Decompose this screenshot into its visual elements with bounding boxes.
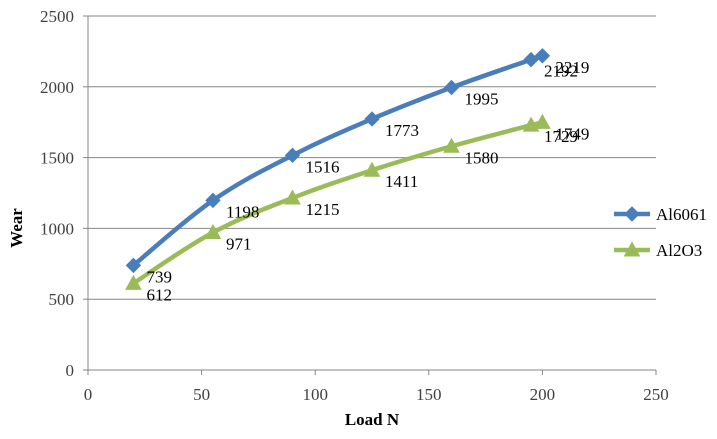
legend-label: Al2O3 [656, 241, 702, 260]
y-axis-title: Wear [7, 208, 26, 248]
x-tick-label: 100 [302, 385, 328, 404]
data-point [534, 48, 551, 64]
data-point [205, 192, 221, 209]
data-label: 1773 [385, 121, 419, 140]
legend: Al6061 Al2O3 [614, 205, 707, 260]
data-point [284, 147, 301, 164]
y-tick-label: 2000 [40, 78, 74, 97]
legend-item: Al2O3 [614, 241, 702, 260]
data-point [443, 79, 460, 96]
x-tick-label: 200 [530, 385, 556, 404]
data-point [204, 223, 222, 240]
data-point [364, 111, 380, 127]
data-label: 1215 [305, 200, 339, 219]
data-label: 971 [226, 235, 252, 254]
data-label: 612 [146, 285, 172, 304]
x-tick-label: 50 [193, 385, 210, 404]
data-point [363, 161, 381, 177]
y-tick-label: 2500 [40, 7, 74, 26]
data-point [534, 113, 551, 129]
legend-marker [624, 206, 640, 222]
data-point [125, 257, 142, 274]
y-tick-label: 500 [49, 290, 75, 309]
legend-label: Al6061 [656, 205, 707, 224]
y-tick-label: 0 [66, 361, 75, 380]
series-group [125, 48, 551, 290]
x-axis-title: Load N [345, 410, 400, 429]
data-label: 1729 [544, 127, 578, 146]
y-tick-label: 1500 [40, 149, 74, 168]
legend-marker [623, 241, 641, 257]
data-label: 1995 [465, 90, 499, 109]
data-point [284, 189, 301, 205]
data-point [125, 274, 142, 290]
x-tick-label: 0 [84, 385, 93, 404]
axes: 0 500 1000 1500 2000 2500 0 50 100 150 200 250 [40, 7, 669, 404]
data-point [523, 51, 539, 68]
data-point [443, 137, 460, 153]
gridlines [88, 15, 656, 300]
series-al2o3 [125, 113, 551, 290]
data-label: 1749 [555, 124, 589, 143]
data-label: 1516 [305, 157, 339, 176]
data-label: 1198 [226, 202, 259, 221]
y-tick-label: 1000 [40, 219, 74, 238]
data-label: 1580 [465, 148, 499, 167]
data-label: 2219 [555, 58, 589, 77]
series-al6061 [125, 48, 551, 274]
data-label: 739 [146, 267, 172, 286]
data-label: 1411 [385, 172, 418, 191]
x-tick-label: 250 [643, 385, 669, 404]
x-tick-label: 150 [416, 385, 442, 404]
data-label: 2192 [544, 62, 578, 81]
legend-item: Al6061 [614, 205, 707, 224]
